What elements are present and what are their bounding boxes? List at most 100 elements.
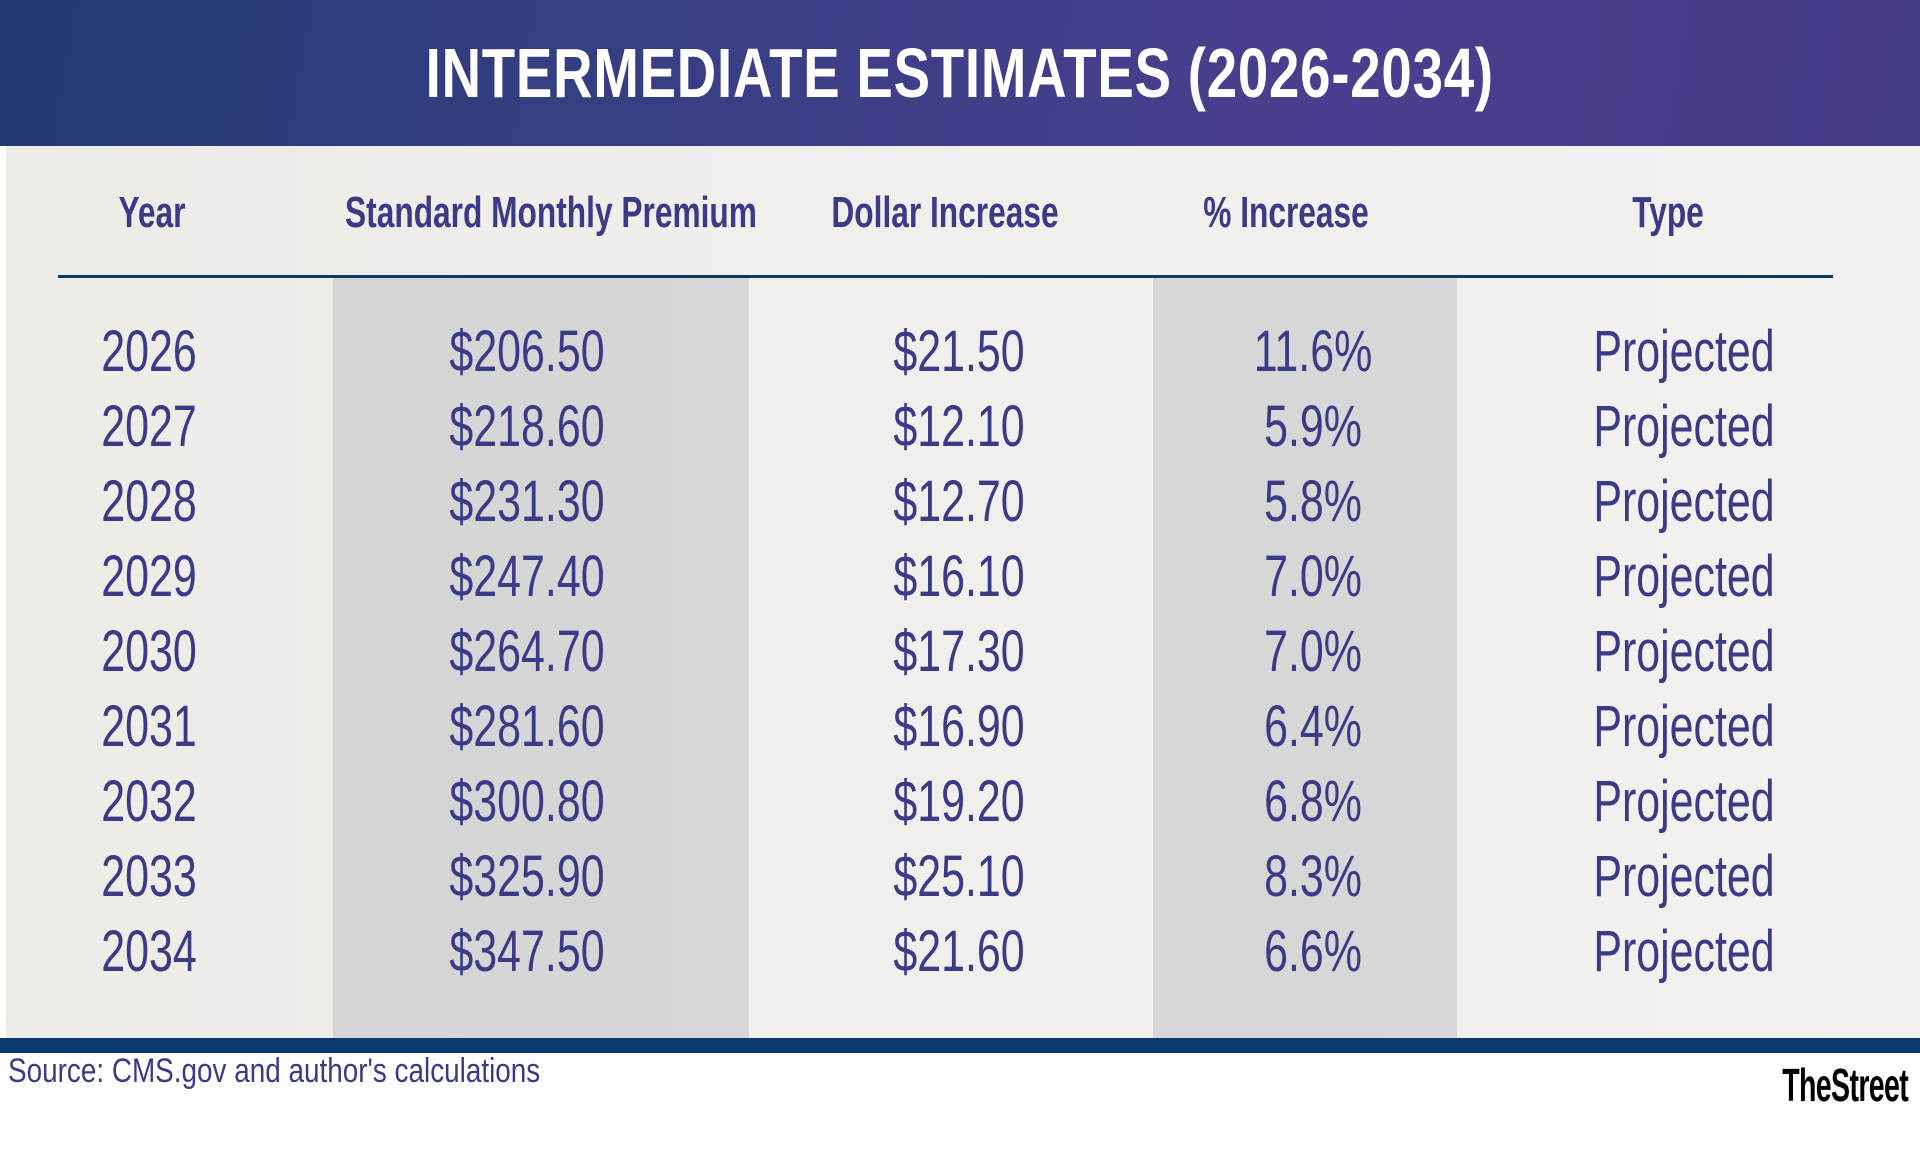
cell-year: 2031 xyxy=(84,693,213,760)
cell-type: Projected xyxy=(1561,543,1806,610)
cell-value: 6.4% xyxy=(1264,694,1362,759)
cell-percent-increase: 11.6% xyxy=(1233,318,1393,385)
cell-dollar-increase: $25.10 xyxy=(870,843,1047,910)
cell-value: $16.90 xyxy=(893,694,1025,759)
cell-value: 8.3% xyxy=(1264,844,1362,909)
cell-value: $17.30 xyxy=(893,619,1025,684)
cell-value: 2028 xyxy=(101,469,197,534)
cell-type: Projected xyxy=(1561,468,1806,535)
cell-type: Projected xyxy=(1561,393,1806,460)
cell-value: $12.70 xyxy=(893,469,1025,534)
cell-premium: $231.30 xyxy=(422,468,632,535)
cell-value: Projected xyxy=(1593,544,1775,609)
cell-type: Projected xyxy=(1561,318,1806,385)
cell-year: 2027 xyxy=(84,393,213,460)
cell-value: $264.70 xyxy=(449,619,605,684)
premium-column-shade xyxy=(333,276,749,1038)
cell-value: $347.50 xyxy=(449,919,605,984)
cell-value: 6.6% xyxy=(1264,919,1362,984)
cell-type: Projected xyxy=(1561,618,1806,685)
header-label: Type xyxy=(1632,188,1704,237)
cell-type: Projected xyxy=(1561,843,1806,910)
cell-value: $231.30 xyxy=(449,469,605,534)
cell-premium: $300.80 xyxy=(422,768,632,835)
cell-value: $19.20 xyxy=(893,769,1025,834)
cell-value: 2034 xyxy=(101,919,197,984)
cell-value: 7.0% xyxy=(1264,619,1362,684)
cell-value: 2031 xyxy=(101,694,197,759)
cell-value: 7.0% xyxy=(1264,544,1362,609)
header-label: Year xyxy=(118,188,186,237)
cell-dollar-increase: $16.10 xyxy=(870,543,1047,610)
percent-column-shade xyxy=(1153,276,1457,1038)
cell-value: $247.40 xyxy=(449,544,605,609)
cell-percent-increase: 6.6% xyxy=(1247,918,1379,985)
header-year: Year xyxy=(106,188,199,238)
cell-type: Projected xyxy=(1561,918,1806,985)
cell-type: Projected xyxy=(1561,693,1806,760)
thestreet-logo: TheStreet xyxy=(1782,1059,1909,1111)
cell-dollar-increase: $17.30 xyxy=(870,618,1047,685)
header-label: % Increase xyxy=(1203,188,1369,237)
cell-year: 2030 xyxy=(84,618,213,685)
cell-premium: $347.50 xyxy=(422,918,632,985)
cell-value: 5.9% xyxy=(1264,394,1362,459)
cell-value: $21.50 xyxy=(893,319,1025,384)
cell-value: 2030 xyxy=(101,619,197,684)
cell-percent-increase: 5.9% xyxy=(1247,393,1379,460)
header-percent-increase: % Increase xyxy=(1171,188,1401,238)
cell-value: $16.10 xyxy=(893,544,1025,609)
cell-premium: $247.40 xyxy=(422,543,632,610)
header-premium: Standard Monthly Premium xyxy=(265,188,837,238)
cell-value: $21.60 xyxy=(893,919,1025,984)
cell-value: Projected xyxy=(1593,919,1775,984)
cell-dollar-increase: $12.70 xyxy=(870,468,1047,535)
cell-year: 2033 xyxy=(84,843,213,910)
source-note: Source: CMS.gov and author's calculation… xyxy=(8,1052,541,1090)
cell-percent-increase: 7.0% xyxy=(1247,543,1379,610)
cell-type: Projected xyxy=(1561,768,1806,835)
cell-value: 6.8% xyxy=(1264,769,1362,834)
cell-year: 2029 xyxy=(84,543,213,610)
cell-value: Projected xyxy=(1593,769,1775,834)
cell-value: 2029 xyxy=(101,544,197,609)
cell-premium: $264.70 xyxy=(422,618,632,685)
cell-premium: $325.90 xyxy=(422,843,632,910)
cell-dollar-increase: $16.90 xyxy=(870,693,1047,760)
cell-value: $300.80 xyxy=(449,769,605,834)
cell-year: 2034 xyxy=(84,918,213,985)
cell-value: $325.90 xyxy=(449,844,605,909)
cell-dollar-increase: $21.50 xyxy=(870,318,1047,385)
header-divider xyxy=(58,275,1833,278)
cell-value: $218.60 xyxy=(449,394,605,459)
title-banner xyxy=(0,0,1920,146)
page-title: INTERMEDIATE ESTIMATES (2026-2034) xyxy=(425,34,1495,112)
cell-year: 2032 xyxy=(84,768,213,835)
cell-percent-increase: 8.3% xyxy=(1247,843,1379,910)
cell-percent-increase: 6.4% xyxy=(1247,693,1379,760)
cell-value: Projected xyxy=(1593,619,1775,684)
header-label: Dollar Increase xyxy=(831,188,1059,237)
table-background xyxy=(6,146,1920,1038)
footer-bar xyxy=(0,1038,1920,1053)
cell-value: Projected xyxy=(1593,394,1775,459)
cell-value: 2032 xyxy=(101,769,197,834)
cell-value: Projected xyxy=(1593,319,1775,384)
cell-value: $206.50 xyxy=(449,319,605,384)
cell-value: 2027 xyxy=(101,394,197,459)
cell-value: 2033 xyxy=(101,844,197,909)
cell-percent-increase: 7.0% xyxy=(1247,618,1379,685)
cell-dollar-increase: $19.20 xyxy=(870,768,1047,835)
cell-value: $12.10 xyxy=(893,394,1025,459)
cell-premium: $281.60 xyxy=(422,693,632,760)
header-type: Type xyxy=(1618,188,1717,238)
cell-value: $25.10 xyxy=(893,844,1025,909)
header-label: Standard Monthly Premium xyxy=(345,188,757,237)
cell-value: 5.8% xyxy=(1264,469,1362,534)
header-dollar-increase: Dollar Increase xyxy=(787,188,1103,238)
cell-value: 2026 xyxy=(101,319,197,384)
cell-year: 2028 xyxy=(84,468,213,535)
cell-value: $281.60 xyxy=(449,694,605,759)
cell-value: Projected xyxy=(1593,694,1775,759)
cell-value: Projected xyxy=(1593,469,1775,534)
